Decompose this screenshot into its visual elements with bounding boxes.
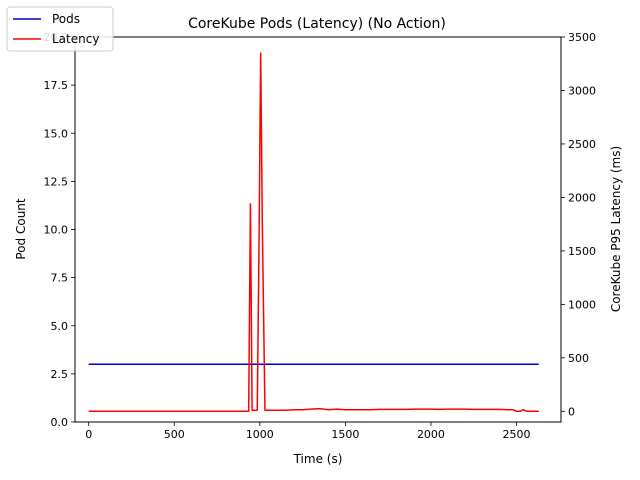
x-axis-label: Time (s) xyxy=(293,452,343,466)
plot-area xyxy=(88,52,539,413)
y-right-tick-label: 3000 xyxy=(568,84,596,97)
y-right-tick-label: 3500 xyxy=(568,31,596,44)
y-left-tick-label: 2.5 xyxy=(51,368,69,381)
y-right-tick-label: 1500 xyxy=(568,245,596,258)
x-tick-label: 1500 xyxy=(331,428,359,441)
x-tick-label: 0 xyxy=(85,428,92,441)
y-right-tick-label: 1000 xyxy=(568,298,596,311)
legend: Pods Latency xyxy=(6,6,114,52)
legend-box xyxy=(6,6,114,52)
y-left-tick-label: 12.5 xyxy=(44,175,69,188)
y-right-tick-label: 500 xyxy=(568,352,589,365)
y-left-tick-label: 17.5 xyxy=(44,79,69,92)
y-right-tick-label: 2000 xyxy=(568,191,596,204)
x-tick-label: 1000 xyxy=(246,428,274,441)
y-right-tick-label: 0 xyxy=(568,405,575,418)
y-left-tick-label: 0.0 xyxy=(51,416,69,429)
y-left-tick-label: 10.0 xyxy=(44,224,69,237)
y-left-tick-label: 7.5 xyxy=(51,272,69,285)
chart-title: CoreKube Pods (Latency) (No Action) xyxy=(188,16,446,32)
y-left-tick-label: 5.0 xyxy=(51,320,69,333)
y-axis-right: 0 500 1000 1500 2000 2500 3000 3500 xyxy=(561,31,596,418)
y-axis-right-label: CoreKube P95 Latency (ms) xyxy=(609,146,623,312)
y-left-tick-label: 15.0 xyxy=(44,127,69,140)
x-tick-label: 500 xyxy=(164,428,185,441)
x-tick-label: 2000 xyxy=(417,428,445,441)
x-axis: 0 500 1000 1500 2000 2500 xyxy=(85,422,531,441)
y-axis-left-label: Pod Count xyxy=(14,198,28,260)
series-line-latency xyxy=(88,52,539,413)
legend-label-latency: Latency xyxy=(52,32,99,46)
x-tick-label: 2500 xyxy=(503,428,531,441)
legend-label-pods: Pods xyxy=(52,12,80,26)
y-right-tick-label: 2500 xyxy=(568,138,596,151)
